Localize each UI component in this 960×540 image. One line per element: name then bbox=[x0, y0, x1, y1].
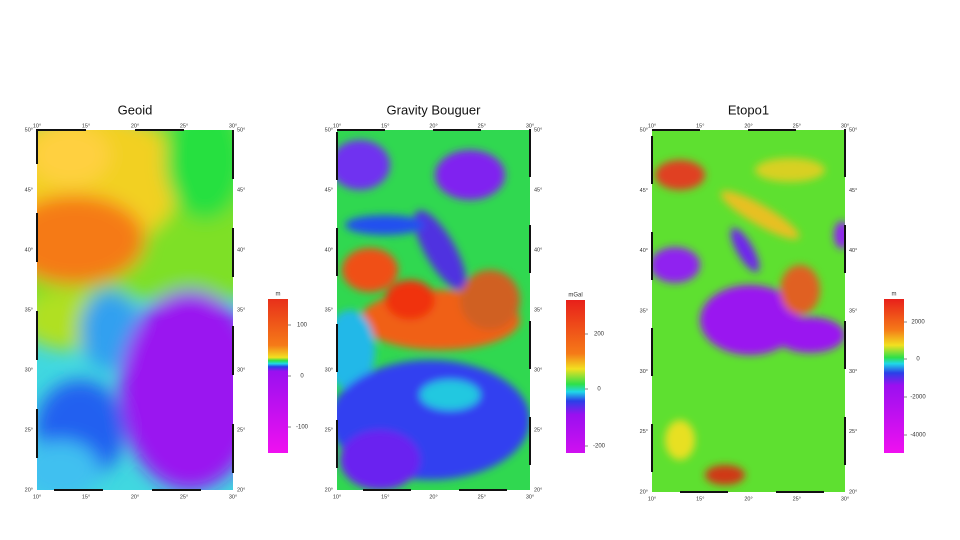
colorbar-tick-label: 0 bbox=[300, 374, 304, 380]
x-tick-label: 20° bbox=[131, 123, 139, 129]
x-tick-label: 15° bbox=[381, 494, 389, 500]
colorbar-tick-label: 0 bbox=[597, 387, 601, 393]
y-tick-label: 20° bbox=[237, 487, 245, 493]
y-tick-label: 30° bbox=[25, 367, 33, 373]
y-tick-label: 25° bbox=[25, 427, 33, 433]
x-tick-label: 30° bbox=[841, 496, 849, 502]
map-frame bbox=[651, 129, 846, 493]
y-tick-label: 35° bbox=[534, 307, 542, 313]
x-tick-label: 30° bbox=[229, 494, 237, 500]
y-tick-label: 25° bbox=[640, 429, 648, 435]
y-tick-label: 50° bbox=[25, 127, 33, 133]
x-tick-label: 15° bbox=[696, 123, 704, 129]
colorbar-tick-label: 0 bbox=[916, 357, 920, 363]
etopo-map bbox=[652, 130, 845, 492]
colorbar-unit: m bbox=[892, 292, 897, 298]
y-tick-label: 30° bbox=[325, 367, 333, 373]
y-tick-label: 20° bbox=[640, 489, 648, 495]
colorbar bbox=[566, 300, 585, 453]
y-tick-label: 25° bbox=[849, 429, 857, 435]
x-tick-label: 30° bbox=[841, 123, 849, 129]
colorbar-tick-label: 200 bbox=[594, 332, 605, 338]
x-tick-label: 25° bbox=[478, 494, 486, 500]
x-tick-label: 15° bbox=[82, 494, 90, 500]
y-tick-label: 40° bbox=[25, 247, 33, 253]
y-tick-label: 45° bbox=[534, 187, 542, 193]
y-tick-label: 45° bbox=[237, 187, 245, 193]
y-tick-label: 35° bbox=[237, 307, 245, 313]
y-tick-label: 45° bbox=[325, 187, 333, 193]
colorbar bbox=[884, 299, 904, 453]
x-tick-label: 25° bbox=[180, 123, 188, 129]
colorbar-tick-label: -100 bbox=[296, 425, 309, 431]
y-tick-label: 40° bbox=[640, 248, 648, 254]
y-tick-label: 30° bbox=[640, 369, 648, 375]
colorbar bbox=[268, 299, 288, 453]
y-tick-label: 35° bbox=[640, 308, 648, 314]
y-tick-label: 45° bbox=[640, 188, 648, 194]
y-tick-label: 20° bbox=[534, 487, 542, 493]
x-tick-label: 15° bbox=[696, 496, 704, 502]
colorbar-tick-label: 100 bbox=[297, 323, 308, 329]
x-tick-label: 20° bbox=[429, 494, 437, 500]
x-tick-label: 10° bbox=[648, 496, 656, 502]
y-tick-label: 40° bbox=[325, 247, 333, 253]
x-tick-label: 20° bbox=[131, 494, 139, 500]
gravity-map bbox=[337, 130, 530, 490]
x-tick-label: 25° bbox=[478, 123, 486, 129]
x-tick-label: 25° bbox=[793, 496, 801, 502]
y-tick-label: 20° bbox=[25, 487, 33, 493]
colorbar-tick-label: -200 bbox=[593, 444, 606, 450]
y-tick-label: 50° bbox=[640, 127, 648, 133]
y-tick-label: 40° bbox=[534, 247, 542, 253]
map-title: Etopo1 bbox=[728, 102, 769, 117]
x-tick-label: 10° bbox=[333, 123, 341, 129]
colorbar-tick-label: -2000 bbox=[910, 395, 926, 401]
x-tick-label: 10° bbox=[33, 494, 41, 500]
y-tick-label: 30° bbox=[849, 369, 857, 375]
y-tick-label: 35° bbox=[849, 308, 857, 314]
colorbar-tick-label: 2000 bbox=[911, 320, 925, 326]
y-tick-label: 50° bbox=[237, 127, 245, 133]
y-tick-label: 25° bbox=[325, 427, 333, 433]
y-tick-label: 30° bbox=[534, 367, 542, 373]
x-tick-label: 25° bbox=[180, 494, 188, 500]
x-tick-label: 10° bbox=[648, 123, 656, 129]
x-tick-label: 30° bbox=[526, 494, 534, 500]
y-tick-label: 45° bbox=[25, 187, 33, 193]
y-tick-label: 50° bbox=[849, 127, 857, 133]
colorbar-unit: mGal bbox=[568, 293, 582, 299]
x-tick-label: 30° bbox=[526, 123, 534, 129]
x-tick-label: 20° bbox=[429, 123, 437, 129]
x-tick-label: 25° bbox=[793, 123, 801, 129]
colorbar-unit: m bbox=[276, 292, 281, 298]
y-tick-label: 30° bbox=[237, 367, 245, 373]
y-tick-label: 40° bbox=[849, 248, 857, 254]
x-tick-label: 20° bbox=[744, 496, 752, 502]
x-tick-label: 15° bbox=[82, 123, 90, 129]
map-title: Gravity Bouguer bbox=[387, 102, 482, 117]
x-tick-label: 10° bbox=[333, 494, 341, 500]
x-tick-label: 10° bbox=[33, 123, 41, 129]
y-tick-label: 25° bbox=[534, 427, 542, 433]
x-tick-label: 15° bbox=[381, 123, 389, 129]
y-tick-label: 35° bbox=[25, 307, 33, 313]
x-tick-label: 20° bbox=[744, 123, 752, 129]
y-tick-label: 50° bbox=[325, 127, 333, 133]
y-tick-label: 35° bbox=[325, 307, 333, 313]
y-tick-label: 25° bbox=[237, 427, 245, 433]
map-title: Geoid bbox=[118, 102, 153, 117]
y-tick-label: 20° bbox=[325, 487, 333, 493]
map-frame bbox=[336, 129, 531, 491]
geoid-map bbox=[37, 130, 233, 490]
y-tick-label: 40° bbox=[237, 247, 245, 253]
y-tick-label: 45° bbox=[849, 188, 857, 194]
x-tick-label: 30° bbox=[229, 123, 237, 129]
y-tick-label: 20° bbox=[849, 489, 857, 495]
map-frame bbox=[36, 129, 234, 491]
y-tick-label: 50° bbox=[534, 127, 542, 133]
colorbar-tick-label: -4000 bbox=[910, 433, 926, 439]
